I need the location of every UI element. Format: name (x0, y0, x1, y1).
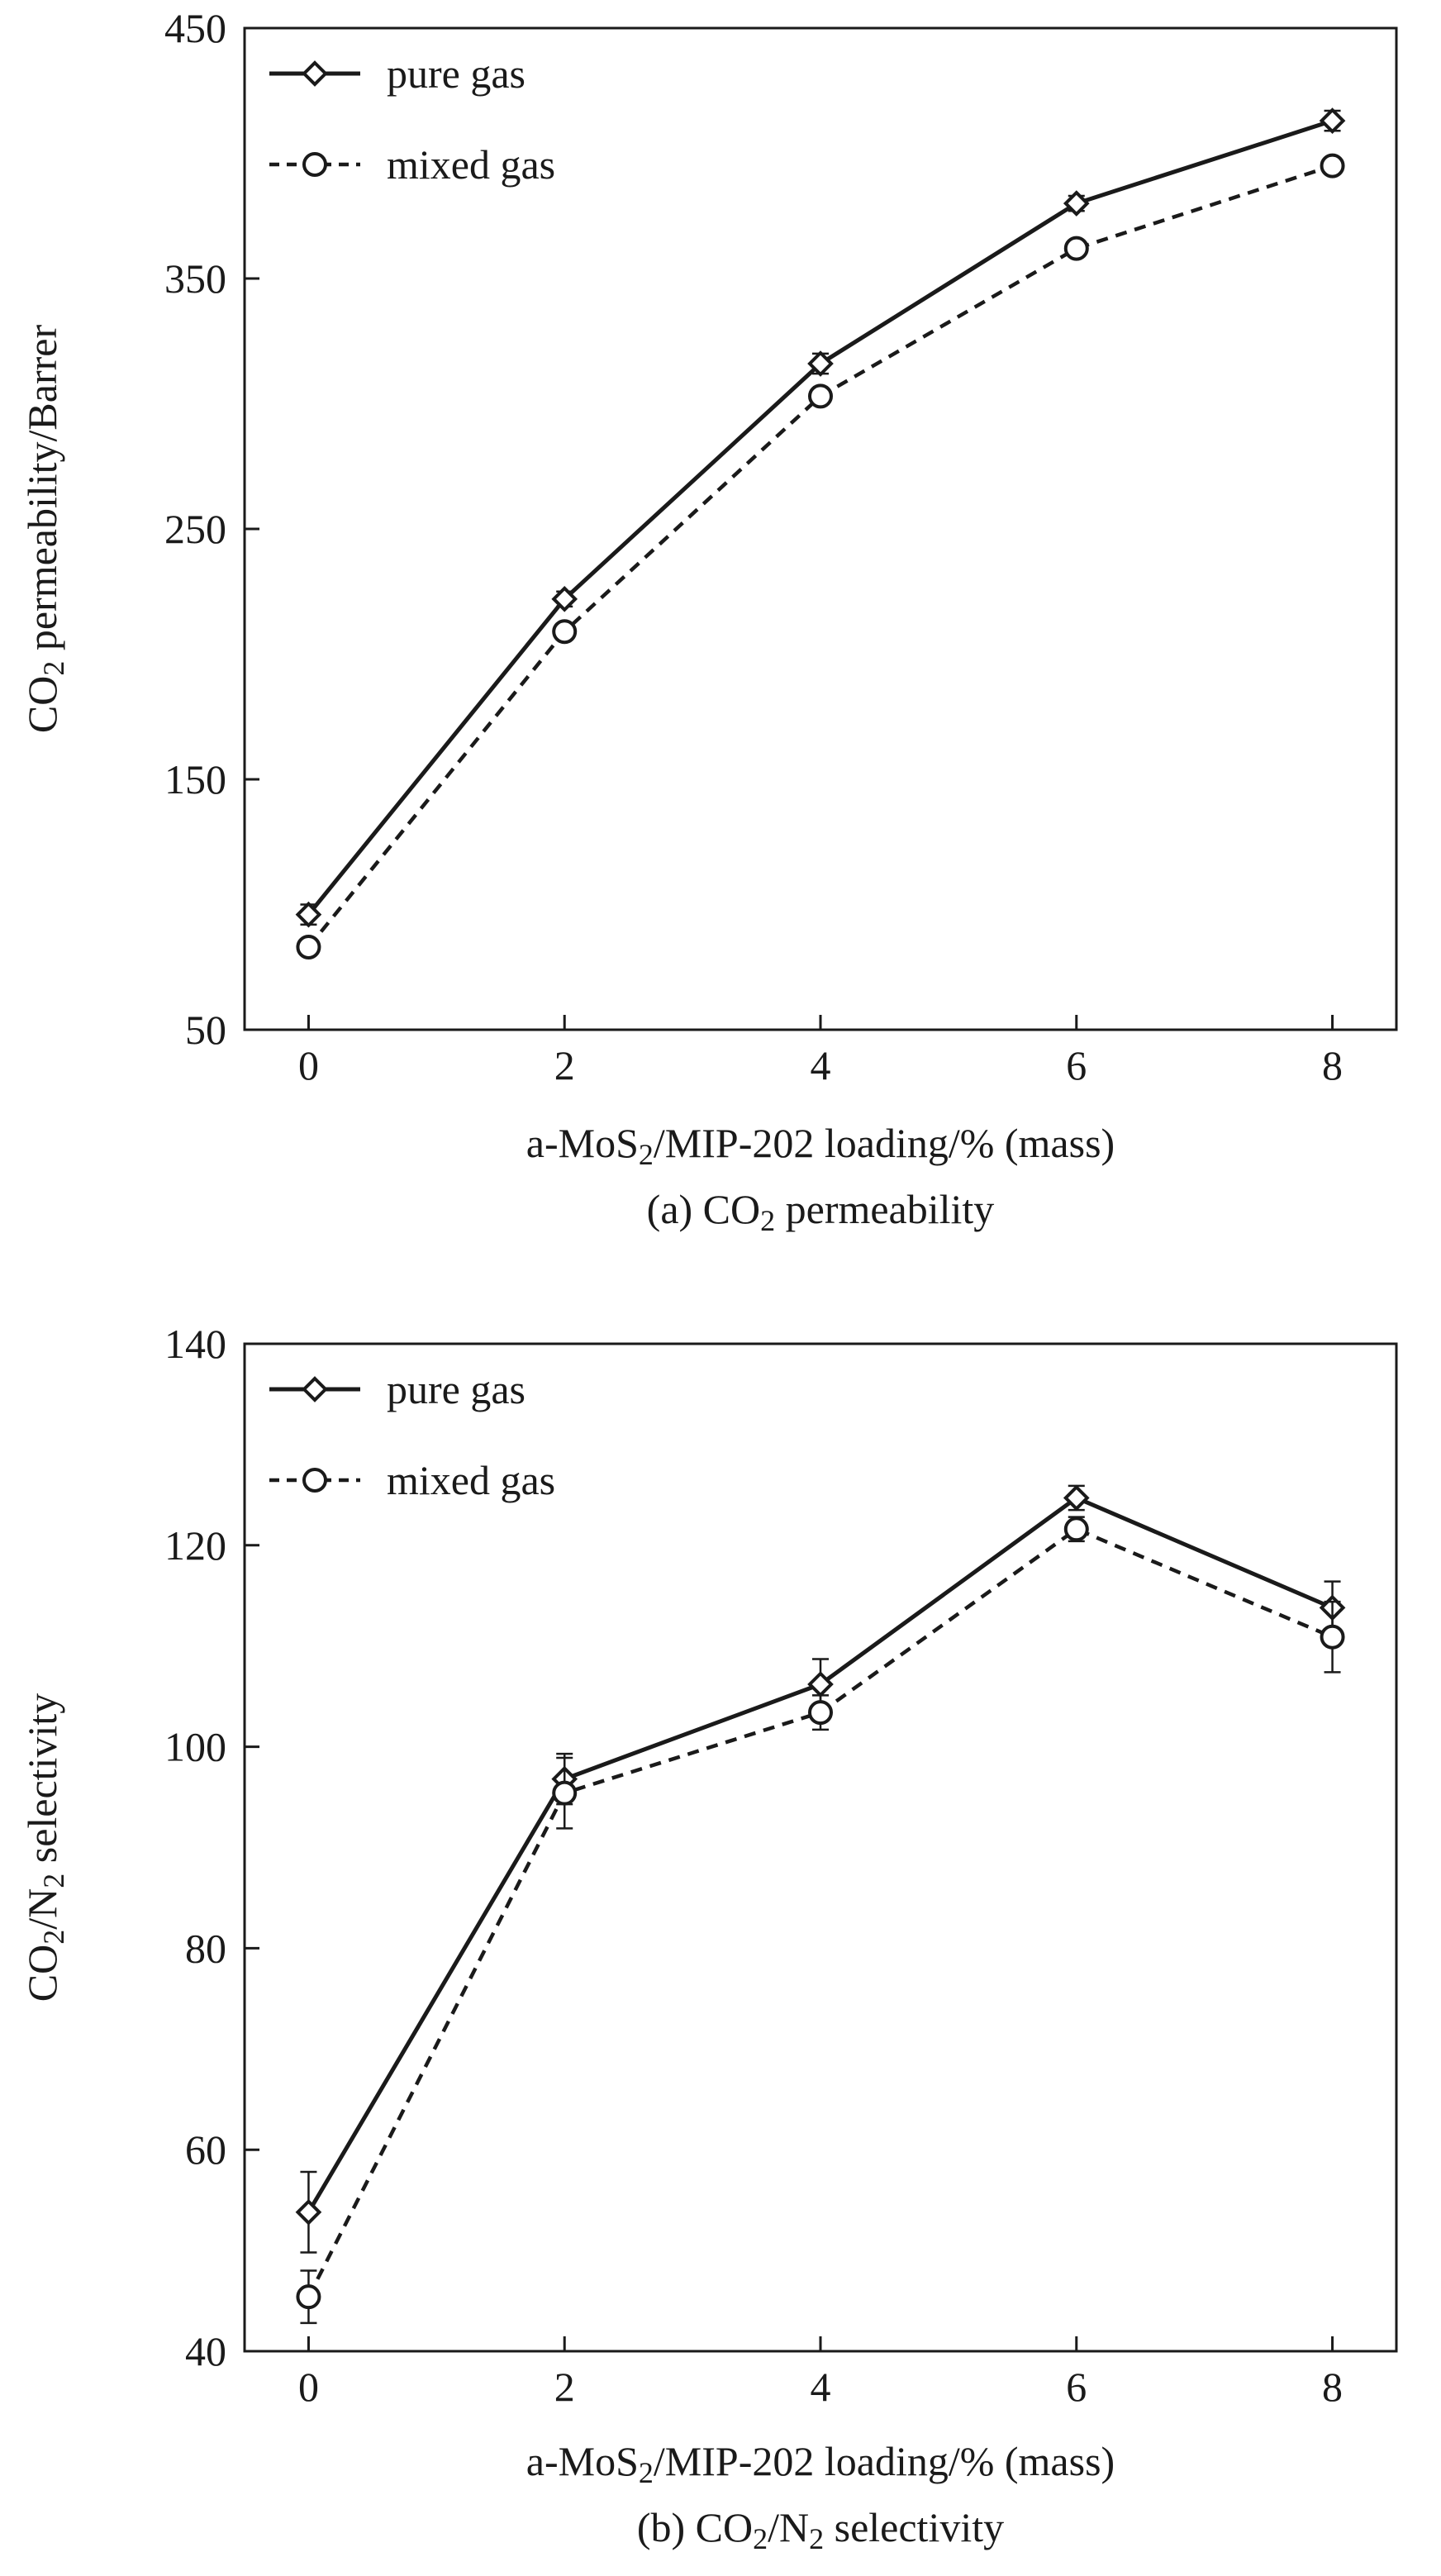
series-mixed-gas (296, 153, 1345, 960)
series-pure-gas (295, 1484, 1346, 2254)
x-axis-title: a-MoS2/MIP-202 loading/% (mass) (526, 2438, 1115, 2489)
x-tick-label: 0 (298, 2364, 319, 2410)
y-tick-label: 250 (164, 506, 226, 552)
x-tick-label: 6 (1066, 2364, 1087, 2410)
x-tick-label: 0 (298, 1042, 319, 1088)
x-tick-label: 4 (811, 1042, 831, 1088)
y-tick-label: 60 (185, 2126, 226, 2173)
y-tick-label: 80 (185, 1925, 226, 1971)
data-point (295, 2198, 322, 2226)
data-point (1063, 1484, 1090, 1512)
y-axis-title: CO2 permeability/Barrer (19, 325, 70, 734)
series-line (307, 118, 1334, 917)
panel-caption: (b) CO2/N2 selectivity (637, 2504, 1004, 2555)
x-tick-label: 6 (1066, 1042, 1087, 1088)
series-line (307, 1495, 1334, 2214)
data-point (1319, 107, 1346, 134)
data-point (295, 901, 322, 928)
legend: pure gas mixed gas (269, 50, 555, 188)
legend: pure gas mixed gas (269, 1366, 555, 1503)
data-point (808, 383, 833, 409)
panel-caption: (a) CO2 permeability (647, 1186, 995, 1237)
y-tick-label: 350 (164, 255, 226, 302)
legend-label: mixed gas (387, 1457, 555, 1503)
y-tick-label: 50 (185, 1007, 226, 1053)
data-point (552, 1780, 578, 1806)
chart-panel-b: 0 2 4 6 8 40 60 80 100 120 140 CO2/N2 selectivity a-… (19, 1321, 1398, 2555)
y-tick-label: 450 (164, 5, 226, 51)
chart-panel-a: 0 2 4 6 8 50 150 250 350 450 CO2 permeability/Barr… (19, 5, 1398, 1237)
data-point (1063, 1517, 1089, 1542)
legend-marker (302, 60, 328, 87)
data-point (551, 586, 578, 612)
legend-label: mixed gas (387, 141, 555, 188)
x-axis-title: a-MoS2/MIP-202 loading/% (mass) (526, 1120, 1115, 1171)
series-pure-gas (295, 107, 1346, 928)
y-tick-label: 40 (185, 2328, 226, 2374)
data-point (1320, 153, 1345, 179)
legend-marker (302, 1468, 327, 1493)
data-point (807, 350, 834, 377)
data-point (296, 935, 321, 960)
x-tick-label: 4 (811, 2364, 831, 2410)
x-tick-label: 2 (554, 2364, 575, 2410)
legend-marker (302, 152, 327, 177)
legend-label: pure gas (387, 50, 526, 97)
legend-label: pure gas (387, 1366, 526, 1412)
y-axis-title: CO2/N2 selectivity (19, 1693, 70, 2002)
data-point (1320, 1624, 1345, 1650)
series-line (307, 1526, 1334, 2298)
data-point (1063, 236, 1089, 261)
data-point (296, 2284, 321, 2310)
data-point (1063, 190, 1090, 217)
series-mixed-gas (296, 1516, 1345, 2325)
x-tick-label: 8 (1322, 1042, 1343, 1088)
x-tick-label: 2 (554, 1042, 575, 1088)
data-point (552, 619, 578, 645)
series-line (307, 164, 1334, 949)
y-tick-label: 150 (164, 756, 226, 802)
y-tick-label: 100 (164, 1724, 226, 1770)
data-point (808, 1700, 833, 1726)
legend-marker (302, 1376, 328, 1402)
y-tick-label: 140 (164, 1321, 226, 1367)
x-tick-label: 8 (1322, 2364, 1343, 2410)
y-tick-label: 120 (164, 1522, 226, 1569)
